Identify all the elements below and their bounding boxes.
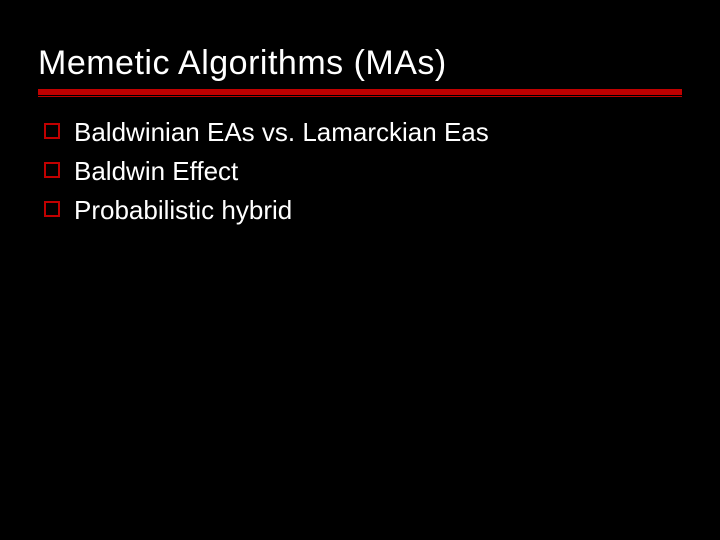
bullet-item: Baldwinian EAs vs. Lamarckian Eas xyxy=(44,115,682,150)
bullet-text: Baldwinian EAs vs. Lamarckian Eas xyxy=(74,115,489,150)
bullet-text: Probabilistic hybrid xyxy=(74,193,292,228)
square-bullet-icon xyxy=(44,162,60,178)
bullet-list: Baldwinian EAs vs. Lamarckian Eas Baldwi… xyxy=(38,115,682,228)
slide-title: Memetic Algorithms (MAs) xyxy=(38,44,682,83)
bullet-item: Baldwin Effect xyxy=(44,154,682,189)
slide: Memetic Algorithms (MAs) Baldwinian EAs … xyxy=(0,0,720,540)
bullet-text: Baldwin Effect xyxy=(74,154,238,189)
square-bullet-icon xyxy=(44,201,60,217)
title-underline-thin xyxy=(38,96,682,97)
square-bullet-icon xyxy=(44,123,60,139)
title-underline-thick xyxy=(38,89,682,95)
bullet-item: Probabilistic hybrid xyxy=(44,193,682,228)
